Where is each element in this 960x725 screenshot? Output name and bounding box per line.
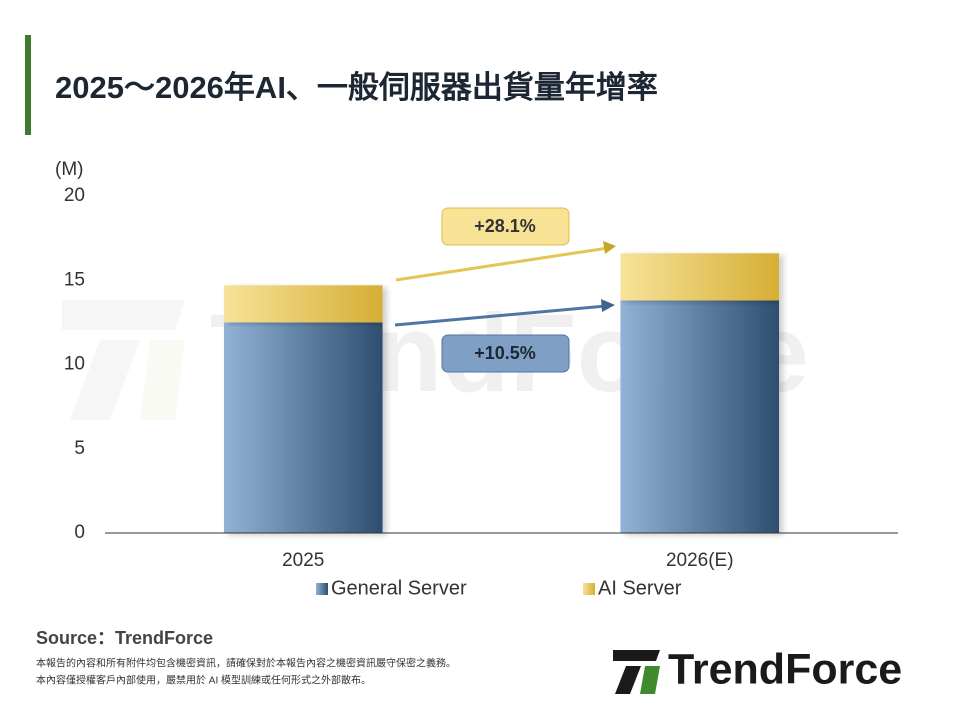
y-tick-label: 5 — [74, 438, 85, 459]
y-tick-label: 10 — [64, 354, 85, 375]
bar-segment — [620, 300, 780, 533]
arrow-head — [603, 241, 616, 254]
arrow — [394, 304, 607, 327]
title-accent — [25, 35, 31, 135]
logo-icon — [613, 650, 660, 694]
source: Source：TrendForce — [36, 628, 213, 648]
x-tick-label: 2025 — [282, 550, 324, 571]
y-unit: (M) — [55, 159, 83, 180]
annotation-box — [441, 334, 570, 373]
annotation: +28.1% — [474, 216, 536, 236]
y-tick-label: 0 — [74, 522, 85, 543]
y-tick-label: 15 — [64, 269, 85, 290]
arrow-head — [601, 299, 615, 312]
x-tick-label: 2026(E) — [666, 550, 734, 571]
watermark-icon — [62, 300, 185, 420]
logo: TrendForce — [668, 645, 902, 693]
y-tick-label: 20 — [64, 185, 85, 206]
annotation: +10.5% — [474, 343, 536, 363]
legend-swatch — [316, 583, 328, 595]
legend-swatch — [583, 583, 595, 595]
arrow — [395, 246, 609, 282]
note: 本報告的內容和所有附件均包含機密資訊，請確保對於本報告內容之機密資訊嚴守保密之義… — [36, 657, 456, 670]
legend-label: General Server — [331, 577, 467, 599]
bar-segment — [223, 285, 383, 323]
bar-segment — [620, 253, 780, 301]
note: 本內容僅授權客戶內部使用，嚴禁用於 AI 模型訓練或任何形式之外部散布。 — [36, 674, 371, 687]
bar-segment — [223, 322, 383, 533]
legend-label: AI Server — [598, 577, 682, 599]
annotation-box — [441, 207, 570, 246]
chart-title: 2025～2026年AI、一般伺服器出貨量年增率 — [55, 70, 658, 105]
